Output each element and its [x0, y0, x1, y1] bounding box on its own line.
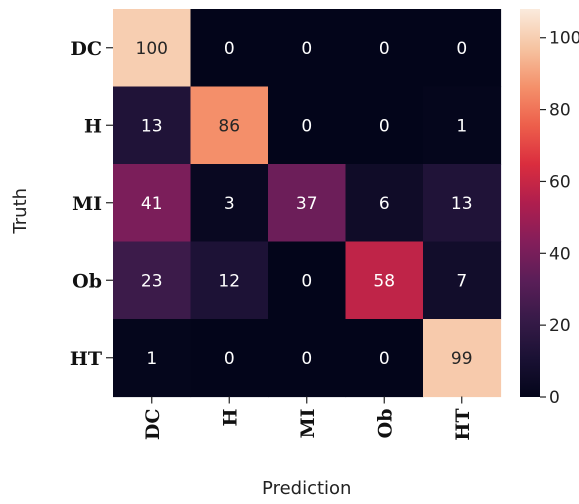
colorbar-tick-label: 0: [549, 388, 560, 408]
colorbar-tick-label: 40: [549, 244, 571, 264]
cell-DC-MI: [268, 9, 347, 88]
cell-value-Ob-H: 12: [218, 271, 240, 291]
colorbar-tick-label: 100: [549, 29, 579, 49]
cell-H-HT: [423, 86, 502, 165]
colorbar: [520, 9, 540, 397]
colorbar-tick-label: 80: [549, 101, 571, 121]
row-tick-labels: DC H MI Ob HT: [70, 38, 113, 370]
cell-MI-H: [190, 164, 269, 243]
cell-value-H-HT: 1: [456, 116, 467, 136]
cell-value-DC-DC: 100: [136, 39, 168, 59]
cell-Ob-H: [190, 241, 269, 320]
column-label-HT: HT: [452, 409, 474, 441]
cell-value-MI-MI: 37: [296, 194, 318, 214]
column-label-H: H: [219, 408, 241, 426]
heatmap-cells: [113, 9, 502, 398]
row-label-DC: DC: [70, 38, 102, 60]
cell-value-MI-H: 3: [224, 194, 235, 214]
column-label-Ob: Ob: [374, 409, 396, 439]
cell-value-HT-HT: 99: [451, 349, 473, 369]
row-label-H: H: [84, 115, 102, 137]
row-label-Ob: Ob: [72, 270, 102, 292]
cell-value-HT-Ob: 0: [379, 349, 390, 369]
cell-value-Ob-Ob: 58: [373, 271, 395, 291]
cell-value-H-DC: 13: [141, 116, 163, 136]
cell-value-H-H: 86: [218, 116, 240, 136]
row-label-MI: MI: [72, 193, 102, 215]
cell-value-MI-Ob: 6: [379, 194, 390, 214]
cell-value-H-MI: 0: [301, 116, 312, 136]
cell-HT-HT: [423, 319, 502, 398]
cell-H-MI: [268, 86, 347, 165]
cell-H-Ob: [345, 86, 424, 165]
x-axis-label: Prediction: [262, 478, 351, 499]
cell-value-MI-DC: 41: [141, 194, 163, 214]
row-label-HT: HT: [70, 348, 102, 370]
cell-H-H: [190, 86, 269, 165]
cell-MI-DC: [113, 164, 192, 243]
cell-HT-H: [190, 319, 269, 398]
cell-value-DC-HT: 0: [456, 39, 467, 59]
cell-value-HT-DC: 1: [146, 349, 157, 369]
cell-HT-DC: [113, 319, 192, 398]
cell-value-DC-Ob: 0: [379, 39, 390, 59]
cell-value-MI-HT: 13: [451, 194, 473, 214]
cell-value-HT-MI: 0: [301, 349, 312, 369]
cell-DC-HT: [423, 9, 502, 88]
cell-value-Ob-DC: 23: [141, 271, 163, 291]
column-label-MI: MI: [297, 408, 319, 438]
cell-value-H-Ob: 0: [379, 116, 390, 136]
cell-value-Ob-MI: 0: [301, 271, 312, 291]
cell-value-Ob-HT: 7: [456, 271, 467, 291]
cell-DC-Ob: [345, 9, 424, 88]
cell-Ob-DC: [113, 241, 192, 320]
column-tick-labels: DC H MI Ob HT: [142, 396, 474, 441]
cell-MI-HT: [423, 164, 502, 243]
cell-value-HT-H: 0: [224, 349, 235, 369]
colorbar-tick-label: 60: [549, 172, 571, 192]
y-axis-label: Truth: [10, 188, 31, 235]
cell-Ob-Ob: [345, 241, 424, 320]
cell-Ob-MI: [268, 241, 347, 320]
cell-H-DC: [113, 86, 192, 165]
colorbar-tick-label: 20: [549, 316, 571, 336]
colorbar-ticks: 0 20 40 60 80 100: [540, 29, 579, 408]
cell-MI-Ob: [345, 164, 424, 243]
cell-DC-DC: [113, 9, 192, 88]
cell-HT-Ob: [345, 319, 424, 398]
cell-DC-H: [190, 9, 269, 88]
cell-Ob-HT: [423, 241, 502, 320]
cell-value-DC-MI: 0: [301, 39, 312, 59]
cell-MI-MI: [268, 164, 347, 243]
column-label-DC: DC: [142, 409, 164, 441]
cell-HT-MI: [268, 319, 347, 398]
cell-value-DC-H: 0: [224, 39, 235, 59]
